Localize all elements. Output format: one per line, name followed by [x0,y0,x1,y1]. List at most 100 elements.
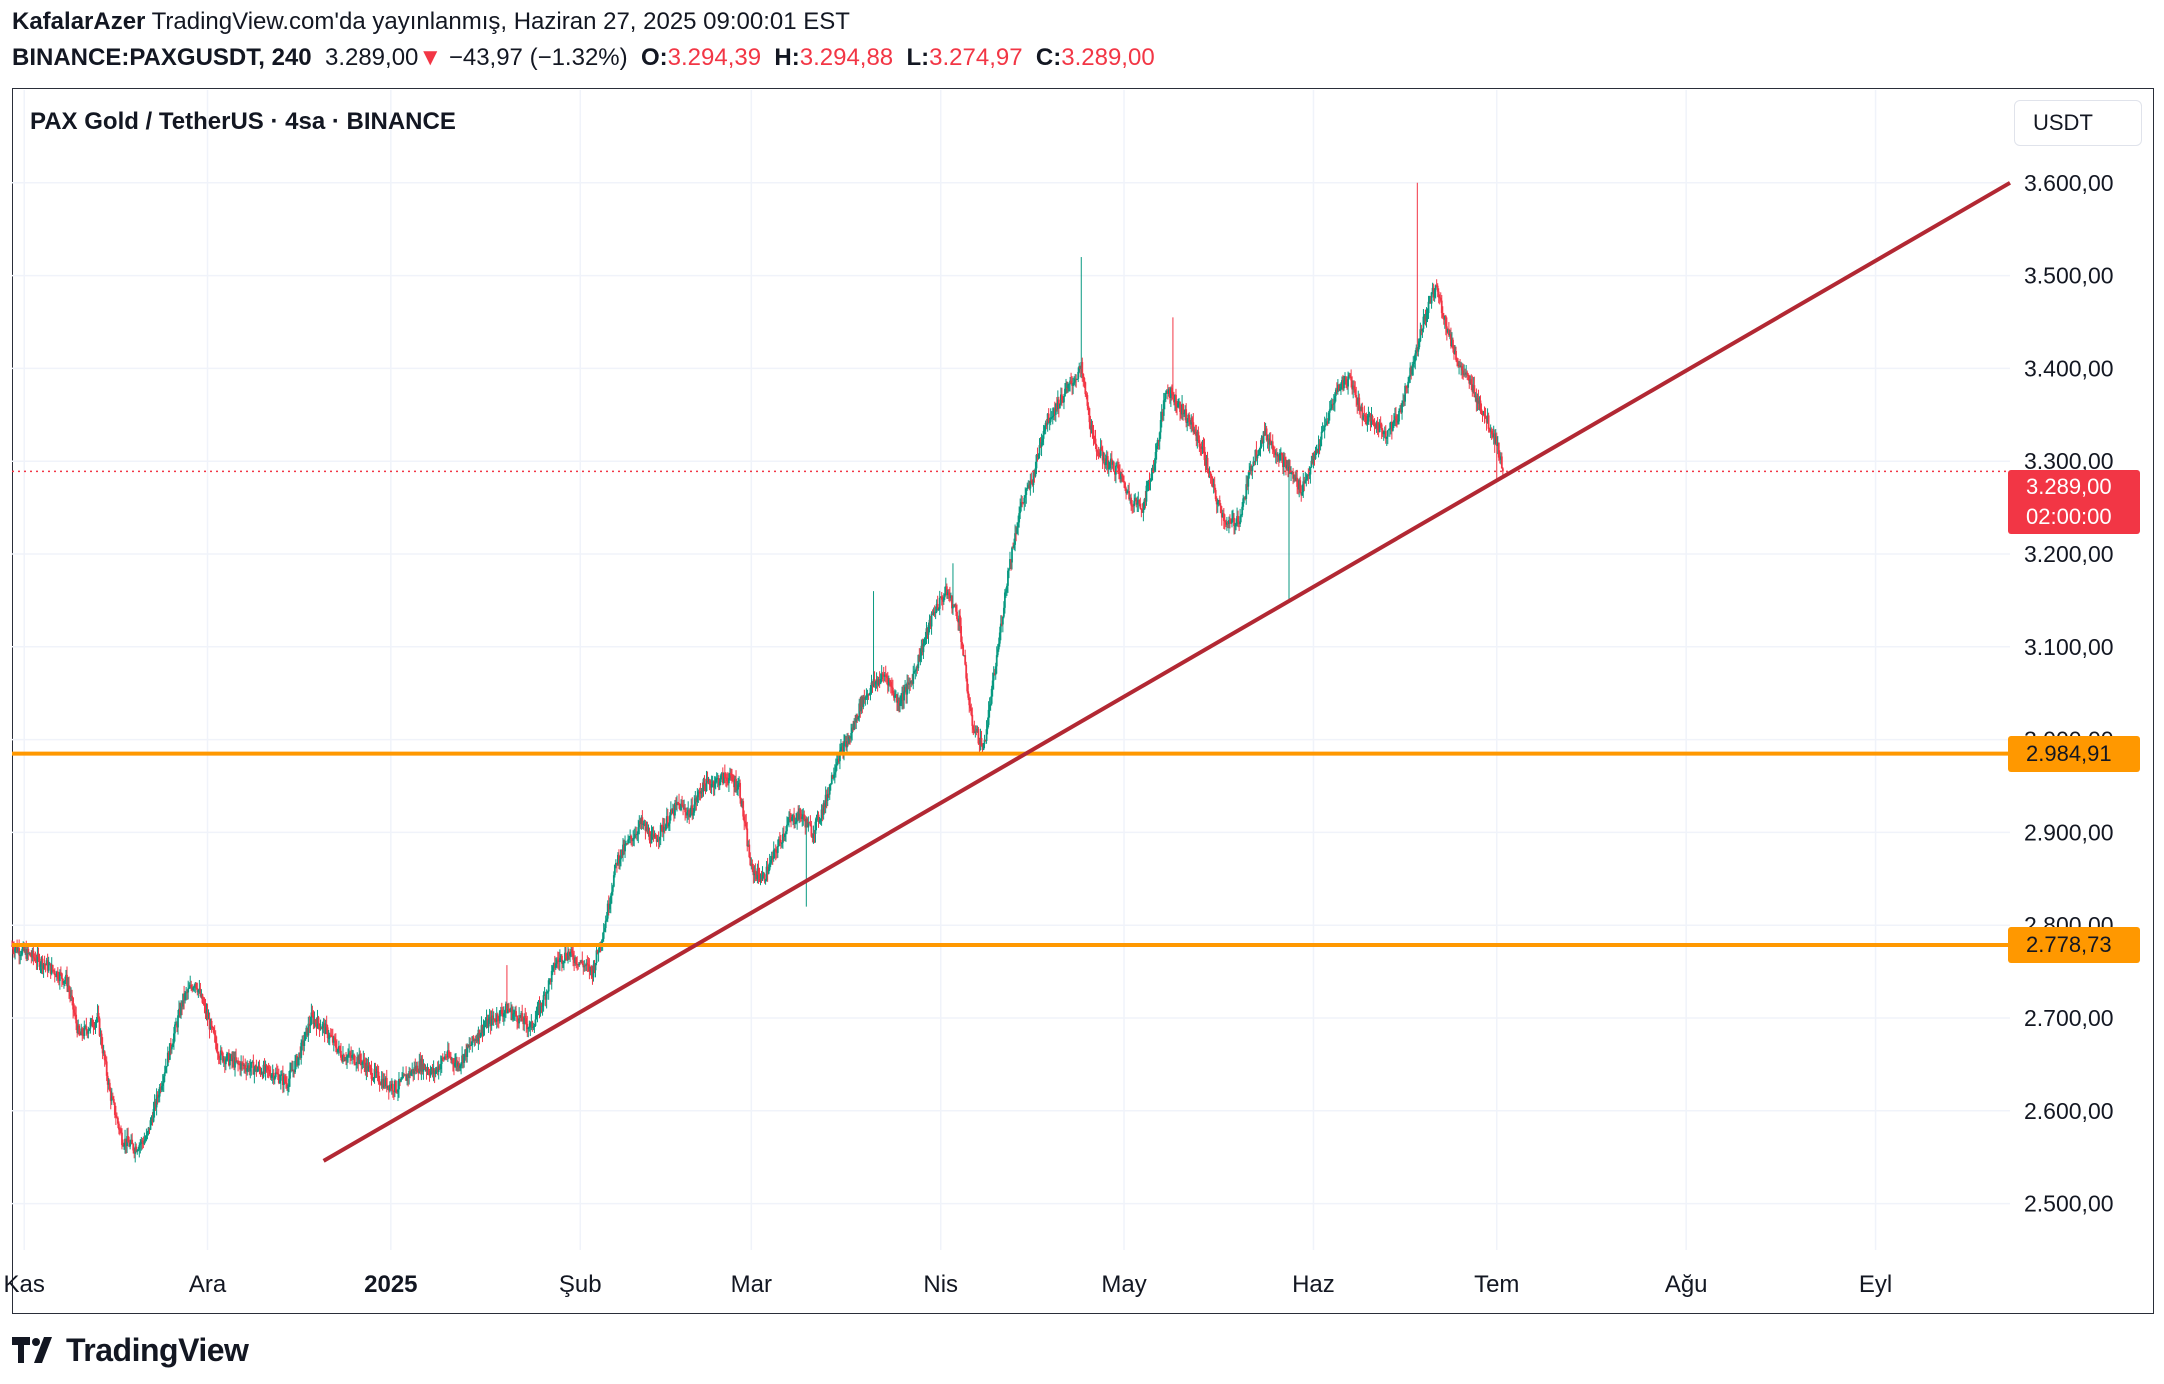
candle-body [1112,462,1115,472]
candle-body [890,686,893,688]
candle-body [1406,387,1409,389]
candle-body [158,1087,161,1097]
candle-body [389,1084,392,1089]
candle-body [20,954,23,956]
candle-body [1219,505,1222,514]
candle-body [581,960,584,964]
candle-body [64,980,66,982]
candle-body [1283,457,1285,468]
candle-body [463,1054,466,1063]
candle-body [563,960,565,963]
candle-body [490,1015,493,1027]
candle-body [372,1078,375,1080]
candle-body [1352,385,1355,390]
candle-body [1300,492,1303,496]
candle-body [419,1061,422,1072]
candle-body [1413,361,1416,364]
candle-body [345,1059,347,1061]
candle-body [323,1023,326,1034]
candle-body [476,1039,479,1042]
candle-body [215,1043,218,1052]
candle-body [1148,481,1151,483]
candle-body [429,1071,432,1076]
candle-body [883,674,886,677]
candle-body [1279,452,1282,454]
candle-body [56,971,59,979]
candle-body [1139,503,1142,509]
candle-body [279,1075,282,1081]
candle-body [228,1053,230,1066]
candle-body [1412,363,1415,367]
candle-body [1479,400,1482,410]
candle-body [738,782,741,785]
candle-body [709,784,712,788]
candle-body [410,1072,413,1076]
candle-body [925,628,928,637]
candle-body [1063,396,1065,403]
candle-body [852,727,855,730]
candle-body [109,1090,112,1101]
candle-body [1173,395,1175,403]
candle-body [174,1024,176,1034]
candle-body [353,1054,356,1064]
candle-body [892,693,895,698]
candle-body [683,807,686,809]
candle-body [63,981,65,984]
candle-body [639,821,642,825]
candle-body [690,805,693,814]
candle-body [79,1034,82,1036]
candle-body [587,964,590,966]
candle-body [1049,417,1052,422]
candle-body [529,1022,532,1028]
candle-body [798,808,801,820]
candle-body [286,1083,288,1088]
candle-body [72,997,75,1010]
candle-body [1420,329,1423,332]
candle-body [1031,481,1034,486]
candle-body [842,746,844,756]
candle-body [67,985,69,987]
candle-body [1007,570,1009,586]
candle-body [774,849,777,853]
candle-body [1191,417,1194,423]
candle-body [886,677,889,686]
candle-body [807,822,810,828]
candle-body [187,988,190,993]
candle-body [1356,397,1359,405]
candle-body [37,953,40,957]
candle-body [268,1069,271,1075]
candle-body [1103,458,1106,466]
candle-body [48,963,51,965]
candle-body [527,1027,530,1030]
candle-body [1084,382,1087,395]
candle-body [441,1057,444,1059]
candle-body [603,928,606,932]
candle-body [557,960,560,962]
candle-body [940,596,943,600]
candle-body [1200,447,1203,449]
time-tick-label: 2025 [364,1271,417,1298]
tradingview-logo[interactable]: TradingView [12,1330,249,1370]
candle-body [1369,414,1372,425]
candle-body [1220,513,1223,518]
candle-body [1428,300,1431,302]
candle-body [352,1054,355,1056]
currency-button[interactable]: USDT [2014,100,2142,146]
candle-body [264,1065,267,1072]
candle-body [401,1078,403,1080]
candle-body [1348,374,1350,377]
candle-body [848,736,850,744]
candle-body [689,813,692,817]
candle-body [871,682,874,686]
candle-body [751,863,754,867]
trendline-layer [322,181,2012,1163]
candle-body [1335,389,1338,392]
candle-body [45,960,48,966]
candle-body [1329,408,1332,410]
candle-body [700,790,703,794]
candle-body [1204,459,1207,466]
candle-body [140,1140,143,1144]
candle-body [211,1026,214,1029]
candle-body [586,962,589,965]
